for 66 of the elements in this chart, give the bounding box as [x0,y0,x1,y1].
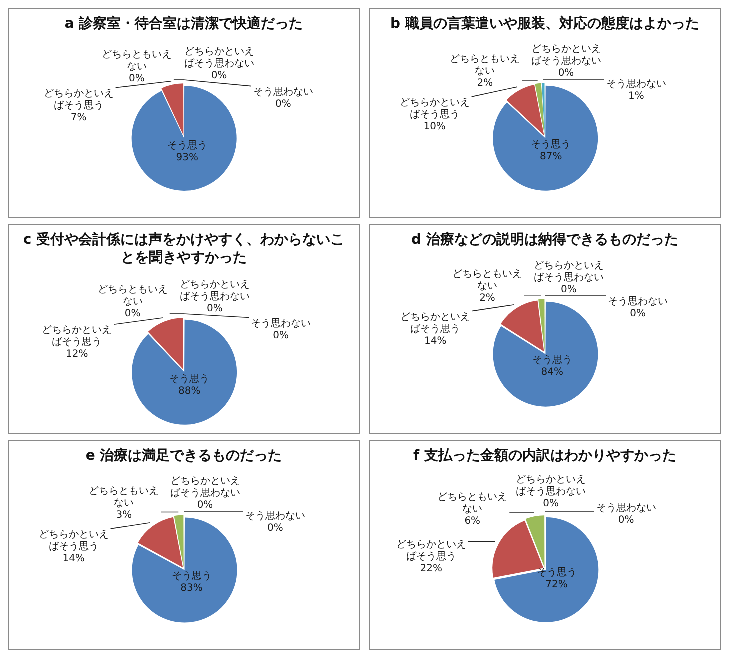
category-label: どちらかといえばそう思わない [534,260,604,284]
category-label: そう思わない [251,318,312,330]
category-label: どちらかといえばそう思わない [516,474,586,498]
chart-title: b 職員の言葉遣いや服装、対応の態度はよかった [390,14,700,33]
category-label: どちらかといえばそう思わない [180,279,250,302]
data-label: 84% [541,367,564,378]
data-label: 3% [116,510,132,521]
slice-label: そう思う [170,374,210,385]
category-label: どちらかといえばそう思わない [170,476,240,499]
slice-label: どちらかといえばそう思う [396,540,466,563]
data-label: 83% [180,582,203,594]
text: 0% [211,70,228,82]
text: 0% [267,522,284,534]
data-label: 14% [424,336,447,347]
slice-label: どちらかといえばそう思う [400,312,471,335]
category-label: どちらかといえばそう思わない [184,46,254,70]
data-label: 14% [62,554,85,565]
text: 0% [558,68,574,79]
text: 0% [543,498,559,510]
data-label: 88% [178,386,201,397]
data-label: 72% [546,579,568,590]
data-label: 2% [480,292,496,304]
chart-title: e 治療は満足できるものだった [86,447,282,465]
data-label: 1% [628,90,644,102]
text: 0% [206,303,223,314]
category-label: そう思わない [253,86,314,98]
data-label: 87% [540,152,562,163]
slice-label: どちらかといえばそう思う [38,530,109,553]
chart-title: c 受付や会計係には声をかけやすく、わからないことを聞きやすかった [22,231,346,267]
data-label: 7% [70,112,87,124]
chart-title: a 診察室・待合室は清潔で快適だった [64,14,304,33]
slice-label: そう思う [536,567,577,578]
category-label: どちらともいえない [98,284,168,308]
text: 0% [618,515,634,526]
slice-label: どちらともいえない [89,486,160,509]
text: 0% [129,73,145,84]
category-label: そう思わない [608,296,668,308]
slice-label: そう思う [167,140,208,152]
slice-label: そう思わない [606,78,666,90]
category-label: そう思わない [245,510,306,522]
text: 0% [276,98,292,110]
slice-label: どちらともいえない [452,268,522,292]
text: 0% [197,500,214,511]
slice-label: どちらともいえない [450,54,520,77]
legend-label: そう思わない [596,503,656,514]
chart-title: d 治療などの説明は納得できるものだった [412,231,678,249]
data-label: 2% [477,78,494,89]
text: 0% [124,308,141,320]
data-label: 12% [66,349,88,360]
slice-label: どちらかといえばそう思う [400,98,470,121]
slice-label: そう思う [172,570,212,582]
data-label: 10% [424,122,446,133]
slice-label: どちらともいえない [438,492,508,515]
text: 0% [560,284,577,296]
data-label: 22% [420,564,443,575]
slice-label: どちらかといえばそう思う [42,325,112,348]
data-label: 93% [176,152,198,164]
text: 0% [273,330,290,342]
data-label: 6% [464,516,481,527]
category-label: どちらともいえない [102,49,172,72]
slice-label: そう思う [531,140,572,151]
slice-label: そう思う [532,355,572,366]
category-label: どちらかといえばそう思わない [531,44,602,67]
chart-title: f 支払った金額の内訳はわかりやすかった [414,447,676,465]
slice-label: どちらかといえばそう思う [44,88,114,112]
text: 0% [630,308,646,320]
